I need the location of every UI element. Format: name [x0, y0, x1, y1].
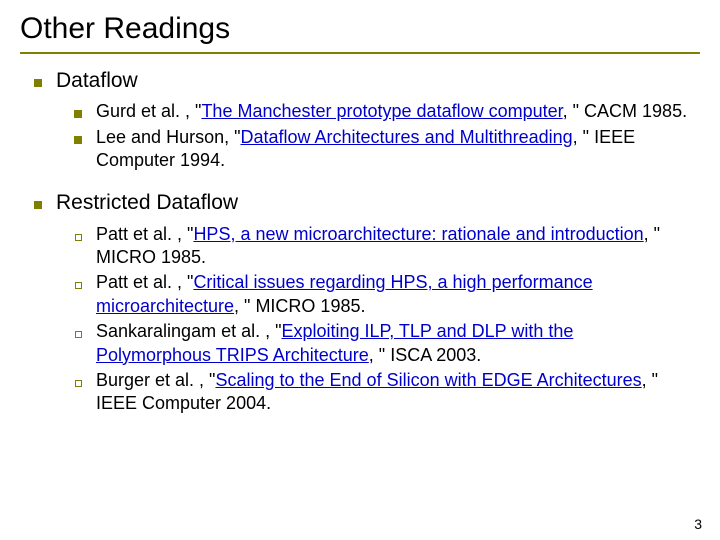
text-prefix: Burger et al. , "	[96, 370, 215, 390]
reading-link[interactable]: HPS, a new microarchitecture: rationale …	[193, 224, 643, 244]
section-heading-text: Restricted Dataflow	[56, 190, 238, 216]
page-number: 3	[694, 516, 702, 532]
reading-text: Patt et al. , "Critical issues regarding…	[96, 271, 700, 318]
square-open-bullet-icon	[60, 369, 96, 416]
reading-link[interactable]: Dataflow Architectures and Multithreadin…	[240, 127, 572, 147]
text-prefix: Patt et al. , "	[96, 224, 193, 244]
reading-link[interactable]: The Manchester prototype dataflow comput…	[201, 101, 562, 121]
spacer	[20, 174, 700, 188]
square-open-bullet-icon	[60, 320, 96, 367]
text-prefix: Lee and Hurson, "	[96, 127, 240, 147]
section-heading-dataflow: Dataflow	[20, 68, 700, 94]
square-bullet-icon	[60, 100, 96, 123]
square-bullet-icon	[20, 68, 56, 94]
section-heading-text: Dataflow	[56, 68, 138, 94]
slide: Other Readings Dataflow Gurd et al. , "T…	[0, 0, 720, 540]
reading-item: Sankaralingam et al. , "Exploiting ILP, …	[20, 320, 700, 367]
reading-item: Patt et al. , "HPS, a new microarchitect…	[20, 223, 700, 270]
text-prefix: Gurd et al. , "	[96, 101, 201, 121]
reading-item: Burger et al. , "Scaling to the End of S…	[20, 369, 700, 416]
square-bullet-icon	[60, 126, 96, 173]
square-open-bullet-icon	[60, 271, 96, 318]
reading-text: Patt et al. , "HPS, a new microarchitect…	[96, 223, 700, 270]
text-suffix: , " CACM 1985.	[563, 101, 687, 121]
reading-text: Lee and Hurson, "Dataflow Architectures …	[96, 126, 700, 173]
reading-item: Gurd et al. , "The Manchester prototype …	[20, 100, 700, 123]
text-prefix: Sankaralingam et al. , "	[96, 321, 281, 341]
reading-item: Patt et al. , "Critical issues regarding…	[20, 271, 700, 318]
section-heading-restricted: Restricted Dataflow	[20, 190, 700, 216]
reading-link[interactable]: Scaling to the End of Silicon with EDGE …	[215, 370, 641, 390]
reading-text: Sankaralingam et al. , "Exploiting ILP, …	[96, 320, 700, 367]
square-open-bullet-icon	[60, 223, 96, 270]
text-prefix: Patt et al. , "	[96, 272, 193, 292]
slide-title: Other Readings	[20, 12, 700, 46]
square-bullet-icon	[20, 190, 56, 216]
text-suffix: , " ISCA 2003.	[369, 345, 481, 365]
text-suffix: , " MICRO 1985.	[234, 296, 365, 316]
reading-text: Burger et al. , "Scaling to the End of S…	[96, 369, 700, 416]
reading-item: Lee and Hurson, "Dataflow Architectures …	[20, 126, 700, 173]
reading-text: Gurd et al. , "The Manchester prototype …	[96, 100, 697, 123]
title-rule	[20, 52, 700, 54]
